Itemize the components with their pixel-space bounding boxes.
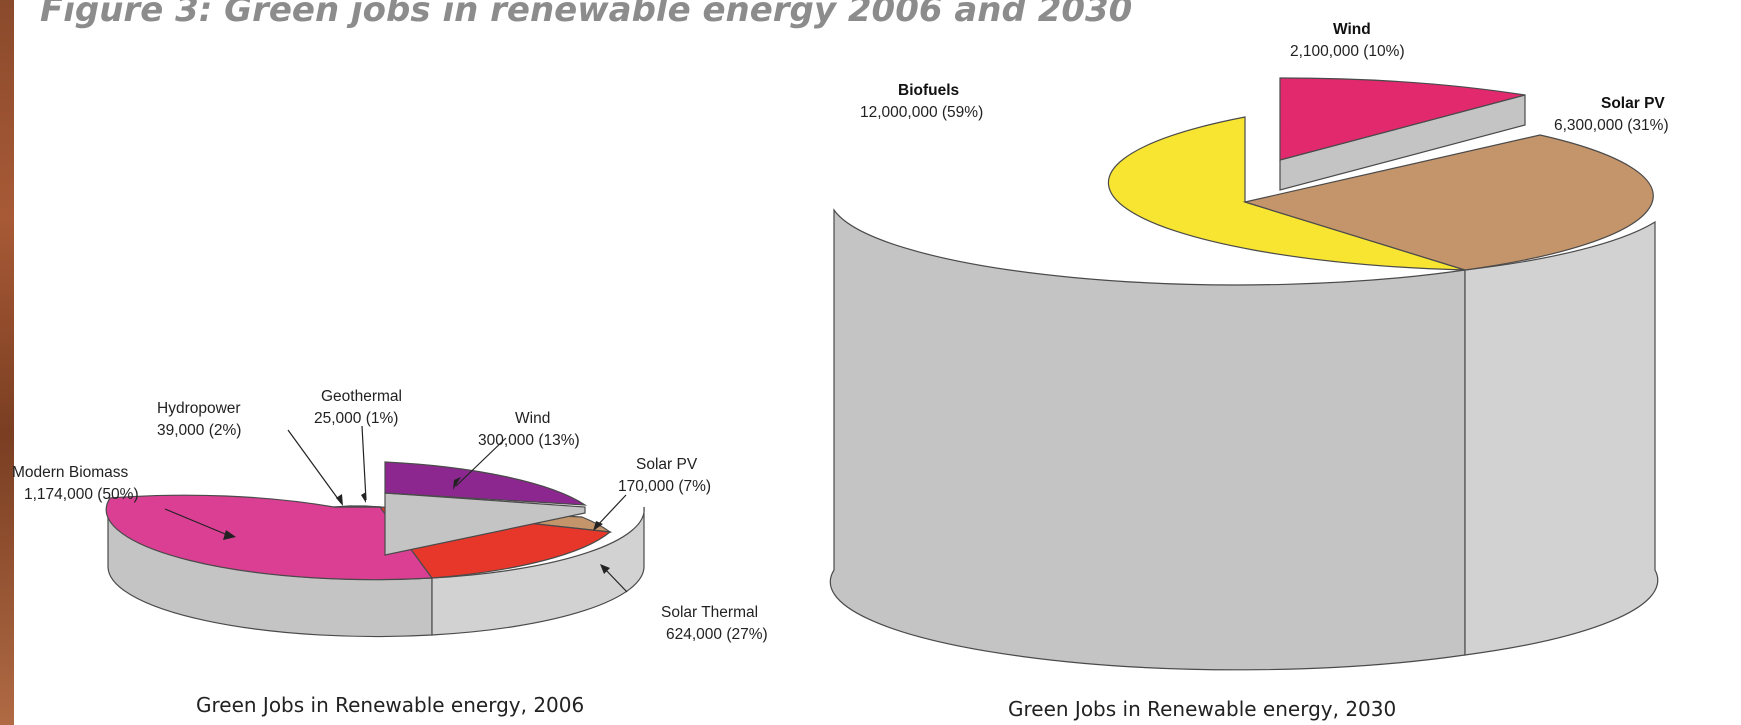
pie-slice-wind-2030: [1279, 77, 1526, 161]
pie-slice-geothermal: [348, 505, 381, 508]
value-wind-2006: 300,000 (13%): [478, 432, 580, 449]
left-edge-decoration: [0, 0, 14, 725]
pie-2006-labels: Modern Biomass 1,174,000 (50%) Hydropowe…: [12, 388, 768, 643]
value-modern-biomass: 1,174,000 (50%): [24, 486, 139, 503]
leader-modern-biomass: [164, 508, 231, 537]
pie-slice-modern-biomass: [105, 494, 434, 581]
value-hydropower: 39,000 (2%): [157, 422, 241, 439]
figure-title: Figure 3: Green jobs in renewable energy…: [40, 0, 1133, 30]
pie-2030: Biofuels 12,000,000 (59%) Wind 2,100,000…: [829, 21, 1669, 721]
value-solar-pv-2030: 6,300,000 (31%): [1554, 117, 1669, 134]
value-biofuels: 12,000,000 (59%): [860, 104, 983, 121]
pie-2006-leaders: [164, 425, 628, 593]
label-geothermal: Geothermal: [321, 388, 402, 405]
label-wind-2030: Wind: [1333, 21, 1371, 38]
pie-slice-biofuels: [1107, 116, 1466, 271]
leader-solar-pv: [595, 494, 627, 528]
pie-slice-solar-pv-2030: [1242, 134, 1654, 271]
pie-2030-side-left: [829, 208, 1466, 671]
label-hydropower: Hydropower: [157, 400, 241, 417]
label-modern-biomass: Modern Biomass: [12, 464, 129, 481]
leader-solar-thermal: [603, 567, 628, 593]
pie-2030-body: [829, 77, 1659, 671]
leader-hydropower: [287, 429, 342, 504]
label-wind-2006: Wind: [515, 410, 550, 427]
label-solar-thermal: Solar Thermal: [661, 604, 758, 621]
value-geothermal: 25,000 (1%): [314, 410, 398, 427]
pie-2006-side-right: [431, 506, 645, 636]
label-biofuels: Biofuels: [898, 82, 959, 99]
leader-wind-2006: [455, 437, 507, 487]
pie-2006-arrowheads: [223, 477, 610, 574]
pie-slice-wind-2006: [384, 461, 588, 506]
value-wind-2030: 2,100,000 (10%): [1290, 43, 1405, 60]
caption-2006: Green Jobs in Renewable energy, 2006: [196, 693, 584, 717]
label-solar-pv-2006: Solar PV: [636, 456, 698, 473]
pie-2006: Modern Biomass 1,174,000 (50%) Hydropowe…: [12, 388, 768, 717]
label-solar-pv-2030: Solar PV: [1601, 95, 1665, 112]
pie-2030-side-right: [1464, 220, 1659, 656]
leader-geothermal: [361, 425, 367, 501]
pie-2030-labels: Biofuels 12,000,000 (59%) Wind 2,100,000…: [860, 21, 1669, 134]
value-solar-thermal: 624,000 (27%): [666, 626, 768, 643]
caption-2030: Green Jobs in Renewable energy, 2030: [1008, 697, 1396, 721]
pie-slice-wind-2006-side: [384, 492, 586, 556]
value-solar-pv-2006: 170,000 (7%): [618, 478, 711, 495]
pie-2006-body: [105, 461, 645, 638]
